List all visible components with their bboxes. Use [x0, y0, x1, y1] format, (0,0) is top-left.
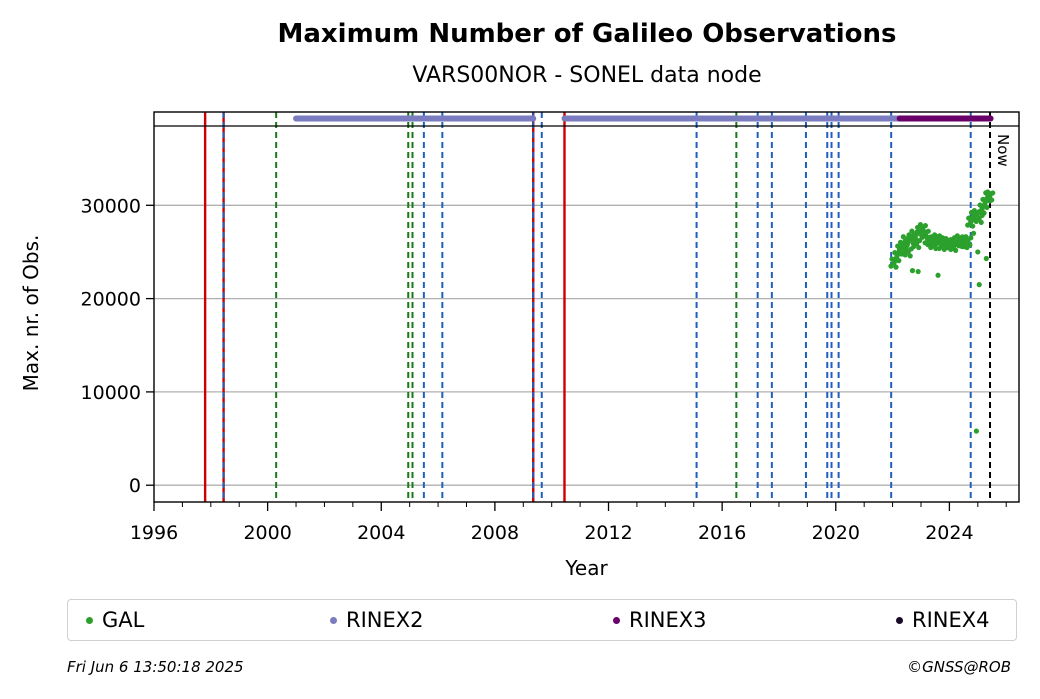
gal-point [979, 203, 985, 210]
y-tick-label: 30000 [81, 195, 141, 217]
legend-item-rinex4: RINEX4 [896, 606, 990, 634]
gal-point [915, 268, 921, 275]
gal-point [905, 239, 911, 245]
now-label: Now [994, 134, 1012, 167]
gal-point [891, 257, 897, 263]
footer-timestamp: Fri Jun 6 13:50:18 2025 [67, 658, 244, 676]
gal-point [971, 208, 977, 214]
gal-point [900, 234, 906, 240]
chart-svg: Maximum Number of Galileo Observations VA… [19, 19, 1020, 580]
x-tick-label: 2020 [812, 522, 860, 544]
y-tick-label: 20000 [81, 289, 141, 311]
gal-point [965, 222, 971, 228]
gal-point [948, 246, 954, 252]
gal-point [917, 222, 924, 228]
gal-point [893, 264, 899, 270]
gal-point [973, 218, 979, 224]
gal-point [970, 230, 977, 236]
gal-point [978, 219, 984, 225]
legend: GAL RINEX2 RINEX3 RINEX4 [67, 599, 1017, 641]
gal-point [916, 244, 922, 251]
legend-item-rinex2: RINEX2 [330, 606, 424, 634]
gal-point [975, 249, 981, 255]
gal-point [968, 235, 974, 241]
gal-point [907, 253, 913, 259]
chart-title: Maximum Number of Galileo Observations [277, 19, 896, 49]
gal-point [899, 241, 905, 247]
gal-point [912, 236, 918, 243]
x-tick-label: 2012 [584, 522, 632, 544]
footer-copyright: ©GNSS@ROB [907, 658, 1011, 676]
gal-point [922, 223, 929, 229]
gal-point [933, 241, 940, 247]
gal-point [973, 428, 979, 434]
gal-point [984, 204, 990, 211]
legend-label-rinex3: RINEX3 [629, 608, 707, 632]
x-tick-label: 2024 [925, 522, 973, 544]
gal-point [925, 228, 931, 234]
gal-point [903, 245, 909, 251]
gal-point [981, 210, 987, 216]
y-tick-label: 0 [129, 475, 141, 497]
y-tick-label: 10000 [81, 382, 141, 404]
chart-subtitle: VARS00NOR - SONEL data node [412, 63, 761, 88]
legend-label-gal: GAL [102, 608, 145, 632]
gal-point [902, 252, 908, 258]
legend-marker-rinex2 [330, 616, 337, 624]
gal-point [985, 189, 991, 195]
gal-point [953, 247, 959, 253]
gal-point [935, 272, 941, 278]
gal-point [967, 242, 973, 248]
gal-point [990, 190, 996, 196]
gal-point [928, 244, 934, 251]
x-tick-label: 2008 [471, 522, 519, 544]
legend-marker-rinex3 [613, 616, 620, 624]
gal-point [963, 234, 969, 240]
gal-point [909, 268, 916, 274]
gal-point [888, 263, 894, 269]
legend-marker-rinex4 [896, 616, 903, 624]
legend-item-rinex3: RINEX3 [613, 606, 707, 634]
gal-point [911, 243, 917, 250]
gal-point [976, 209, 982, 215]
gal-point [920, 227, 926, 233]
gal-point [909, 228, 915, 234]
x-tick-label: 1996 [130, 522, 178, 544]
x-tick-label: 2016 [698, 522, 746, 544]
gal-point [962, 241, 968, 247]
gal-point [989, 197, 995, 203]
legend-marker-gal [86, 616, 93, 624]
x-tick-label: 2000 [243, 522, 291, 544]
legend-label-rinex2: RINEX2 [346, 608, 424, 632]
gal-point [976, 282, 982, 288]
gal-point [896, 258, 902, 264]
legend-item-gal: GAL [86, 606, 144, 634]
gal-point [983, 255, 989, 262]
x-tick-label: 2004 [357, 522, 405, 544]
gal-point [896, 246, 903, 252]
legend-label-rinex4: RINEX4 [912, 608, 990, 632]
x-axis-label: Year [564, 556, 608, 580]
gal-point [934, 234, 941, 240]
gal-point [984, 196, 990, 202]
gal-point [894, 250, 900, 256]
plot-frame [153, 111, 1020, 503]
gal-point [970, 215, 976, 221]
gal-point [970, 223, 976, 229]
y-axis-label: Max. nr. of Obs. [19, 235, 43, 392]
